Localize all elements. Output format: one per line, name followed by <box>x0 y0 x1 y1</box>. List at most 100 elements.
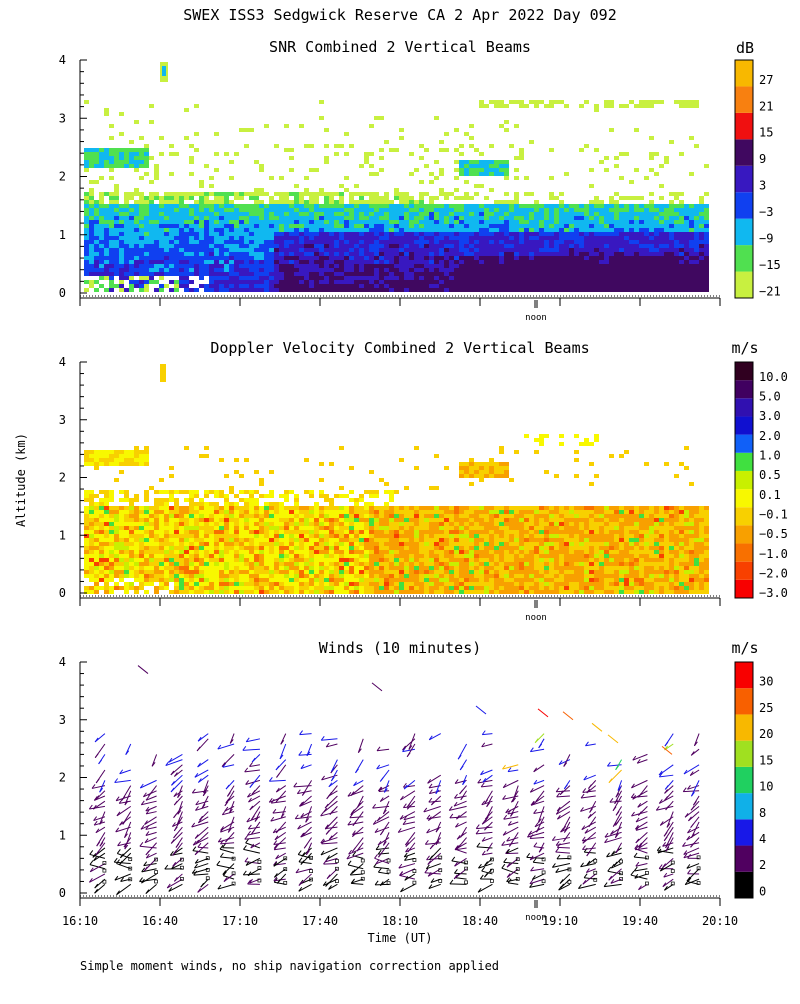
snr-cell <box>449 288 454 292</box>
doppler-cell <box>189 494 194 498</box>
doppler-cell <box>404 582 409 586</box>
doppler-cell <box>229 542 234 546</box>
doppler-cell <box>214 586 219 590</box>
snr-cell <box>144 256 149 260</box>
doppler-cell <box>269 582 274 586</box>
doppler-cell <box>209 518 214 522</box>
snr-cell <box>374 244 379 248</box>
snr-cell <box>164 260 169 264</box>
snr-cell <box>154 204 159 208</box>
doppler-cell <box>404 574 409 578</box>
snr-cell <box>534 252 539 256</box>
snr-cell <box>424 220 429 224</box>
snr-cell <box>459 164 464 168</box>
snr-cell <box>594 268 599 272</box>
snr-cell <box>434 216 439 220</box>
doppler-cell <box>129 530 134 534</box>
snr-cell <box>564 288 569 292</box>
snr-cell <box>299 216 304 220</box>
doppler-cell <box>309 546 314 550</box>
doppler-cell <box>184 534 189 538</box>
snr-cell <box>479 168 484 172</box>
doppler-cell <box>229 562 234 566</box>
doppler-cell <box>319 582 324 586</box>
snr-cell <box>704 252 709 256</box>
snr-cell <box>309 280 314 284</box>
snr-cell <box>339 200 344 204</box>
doppler-cell <box>374 554 379 558</box>
snr-cell <box>419 220 424 224</box>
snr-cell <box>369 152 374 156</box>
snr-cell <box>514 216 519 220</box>
snr-cell <box>159 260 164 264</box>
doppler-cell <box>89 578 94 582</box>
snr-cell <box>674 244 679 248</box>
snr-cell <box>444 148 449 152</box>
snr-cell <box>274 272 279 276</box>
doppler-cell <box>399 554 404 558</box>
snr-cell <box>319 240 324 244</box>
snr-cell <box>249 232 254 236</box>
snr-cell <box>309 236 314 240</box>
doppler-cell <box>379 570 384 574</box>
snr-cell <box>619 284 624 288</box>
doppler-cell <box>239 578 244 582</box>
snr-cell <box>194 244 199 248</box>
doppler-cell <box>89 490 94 494</box>
doppler-cell <box>259 586 264 590</box>
snr-cell <box>299 244 304 248</box>
snr-cell <box>609 284 614 288</box>
doppler-cell <box>374 534 379 538</box>
doppler-cell <box>319 578 324 582</box>
doppler-cell <box>144 522 149 526</box>
snr-cell <box>554 220 559 224</box>
snr-cell <box>129 268 134 272</box>
snr-cell <box>359 240 364 244</box>
snr-cell <box>549 228 554 232</box>
snr-cell <box>134 160 139 164</box>
doppler-cell <box>204 494 209 498</box>
doppler-cell <box>154 490 159 494</box>
doppler-cell <box>284 586 289 590</box>
snr-cell <box>364 224 369 228</box>
doppler-cell <box>269 558 274 562</box>
snr-cell <box>179 232 184 236</box>
snr-cell <box>359 264 364 268</box>
snr-cell <box>669 268 674 272</box>
snr-cell <box>549 248 554 252</box>
doppler-cell <box>284 570 289 574</box>
snr-cell <box>279 256 284 260</box>
snr-cell <box>199 180 204 184</box>
snr-cell <box>259 220 264 224</box>
snr-cell <box>579 104 584 108</box>
snr-cell <box>659 240 664 244</box>
snr-cell <box>134 120 139 124</box>
snr-cell <box>164 196 169 200</box>
doppler-cell <box>334 558 339 562</box>
snr-cell <box>439 268 444 272</box>
snr-cell <box>224 240 229 244</box>
snr-cell <box>649 280 654 284</box>
snr-cell <box>524 252 529 256</box>
snr-cell <box>514 240 519 244</box>
snr-cell <box>109 212 114 216</box>
snr-cell <box>149 192 154 196</box>
snr-cell <box>629 196 634 200</box>
snr-cell <box>89 156 94 160</box>
doppler-cell <box>229 558 234 562</box>
doppler-cell <box>389 526 394 530</box>
doppler-cell <box>99 542 104 546</box>
snr-cell <box>559 240 564 244</box>
doppler-cell <box>384 550 389 554</box>
snr-cell <box>484 284 489 288</box>
doppler-cell <box>254 518 259 522</box>
snr-cell <box>259 248 264 252</box>
doppler-cell <box>179 550 184 554</box>
snr-cell <box>419 228 424 232</box>
snr-cell <box>179 276 184 280</box>
snr-cell <box>454 284 459 288</box>
snr-cell <box>274 284 279 288</box>
snr-cell <box>689 248 694 252</box>
snr-cell <box>644 236 649 240</box>
snr-cell <box>634 104 639 108</box>
